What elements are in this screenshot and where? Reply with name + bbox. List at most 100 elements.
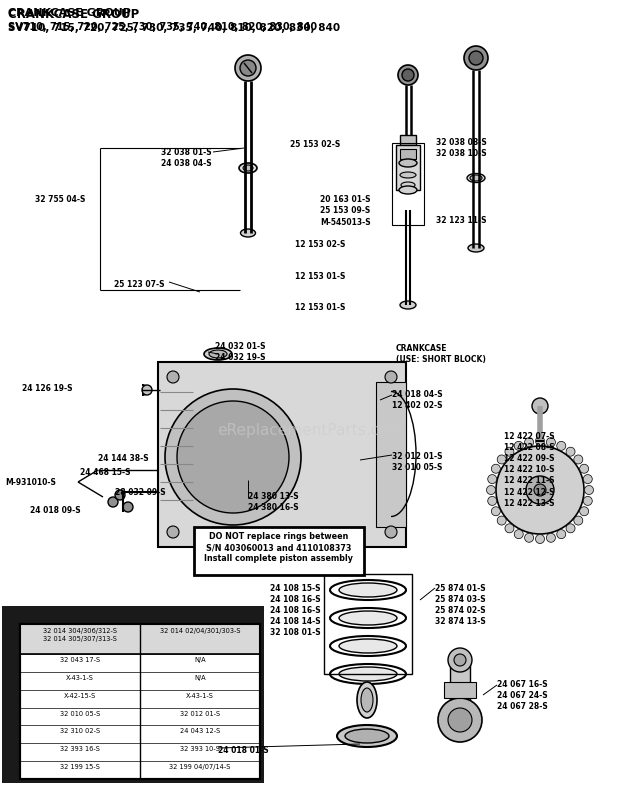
Text: N/A: N/A <box>194 657 206 663</box>
Text: N/A: N/A <box>194 675 206 681</box>
Text: DO NOT replace rings between
S/N 403060013 and 4110108373
Install complete pisto: DO NOT replace rings between S/N 4030600… <box>205 532 353 563</box>
Text: M-931010-S: M-931010-S <box>5 478 56 487</box>
Ellipse shape <box>401 182 415 188</box>
Circle shape <box>580 464 588 473</box>
Text: 24 380 13-S
24 380 16-S: 24 380 13-S 24 380 16-S <box>248 492 299 512</box>
Ellipse shape <box>339 639 397 653</box>
Text: 25 123 07-S: 25 123 07-S <box>115 280 165 289</box>
Circle shape <box>580 507 588 516</box>
Circle shape <box>492 507 500 516</box>
Text: X-43-1-S: X-43-1-S <box>186 693 214 698</box>
Text: 32 043 17-S: 32 043 17-S <box>60 657 100 663</box>
Circle shape <box>526 476 554 504</box>
Circle shape <box>574 455 583 464</box>
Ellipse shape <box>357 682 377 718</box>
Circle shape <box>496 446 584 534</box>
Text: M-545013-S: M-545013-S <box>320 218 371 227</box>
Bar <box>324 574 412 674</box>
Text: SV710, 715, 720, 725, 730, 735, 740, 810, 820, 830, 840: SV710, 715, 720, 725, 730, 735, 740, 810… <box>8 22 317 32</box>
Circle shape <box>488 475 497 484</box>
Text: CRANKCASE GROUP: CRANKCASE GROUP <box>8 8 140 21</box>
Circle shape <box>167 526 179 538</box>
Bar <box>450 660 470 720</box>
Ellipse shape <box>470 175 482 181</box>
Text: 24 126 19-S: 24 126 19-S <box>22 384 73 393</box>
Ellipse shape <box>330 636 406 656</box>
Ellipse shape <box>243 165 253 171</box>
Ellipse shape <box>241 229 255 237</box>
Circle shape <box>546 438 556 447</box>
Circle shape <box>402 69 414 81</box>
Bar <box>194 527 364 575</box>
Circle shape <box>566 524 575 533</box>
Circle shape <box>488 496 497 506</box>
Circle shape <box>525 438 534 447</box>
Circle shape <box>454 654 466 666</box>
Ellipse shape <box>361 688 373 712</box>
Circle shape <box>487 485 495 495</box>
Text: 32 393 10-S: 32 393 10-S <box>180 746 220 752</box>
Text: 24 144 38-S: 24 144 38-S <box>98 454 149 463</box>
Ellipse shape <box>399 186 417 194</box>
Text: 32 199 15-S: 32 199 15-S <box>60 764 100 770</box>
Ellipse shape <box>204 348 232 360</box>
Text: 32 199 04/07/14-S: 32 199 04/07/14-S <box>169 764 231 770</box>
Circle shape <box>514 529 523 539</box>
Circle shape <box>165 389 301 525</box>
Text: 24 018 04-S
12 402 02-S: 24 018 04-S 12 402 02-S <box>392 390 443 410</box>
Circle shape <box>240 60 256 76</box>
Ellipse shape <box>400 172 416 178</box>
Ellipse shape <box>400 301 416 309</box>
Bar <box>444 682 476 698</box>
Ellipse shape <box>337 725 397 747</box>
Text: 32 012 01-S: 32 012 01-S <box>180 711 220 716</box>
Text: X-43-1-S: X-43-1-S <box>66 675 94 681</box>
Circle shape <box>398 65 418 85</box>
Text: 12 153 02-S: 12 153 02-S <box>295 240 345 249</box>
Circle shape <box>583 475 592 484</box>
Text: 32 014 02/04/301/303-S: 32 014 02/04/301/303-S <box>160 628 241 634</box>
Text: 12 153 01-S: 12 153 01-S <box>295 303 345 312</box>
Text: 32 393 16-S: 32 393 16-S <box>60 746 100 752</box>
Ellipse shape <box>330 608 406 628</box>
Bar <box>376 382 406 527</box>
Circle shape <box>546 533 556 542</box>
Circle shape <box>469 51 483 65</box>
Bar <box>158 362 406 547</box>
Circle shape <box>115 490 125 500</box>
Circle shape <box>385 526 397 538</box>
Text: 32 755 04-S: 32 755 04-S <box>35 195 86 204</box>
Circle shape <box>235 55 261 81</box>
Text: 20 163 01-S
25 153 09-S: 20 163 01-S 25 153 09-S <box>320 195 371 215</box>
Text: 32 038 01-S
24 038 04-S: 32 038 01-S 24 038 04-S <box>161 148 212 168</box>
Bar <box>2 606 264 783</box>
Circle shape <box>566 447 575 456</box>
Text: 32 038 08-S
32 038 10-S: 32 038 08-S 32 038 10-S <box>436 138 487 158</box>
Circle shape <box>167 371 179 383</box>
Circle shape <box>557 441 566 451</box>
Text: 25 153 02-S: 25 153 02-S <box>290 140 340 149</box>
Circle shape <box>534 484 546 496</box>
Circle shape <box>464 46 488 70</box>
Circle shape <box>108 497 118 507</box>
Circle shape <box>574 516 583 525</box>
Circle shape <box>492 464 500 473</box>
Bar <box>400 149 416 159</box>
Text: 25 874 01-S
25 874 03-S
25 874 02-S
32 874 13-S: 25 874 01-S 25 874 03-S 25 874 02-S 32 8… <box>435 584 485 626</box>
Text: 32 014 304/306/312-S
32 014 305/307/313-S: 32 014 304/306/312-S 32 014 305/307/313-… <box>43 628 117 641</box>
Text: eReplacementParts.com: eReplacementParts.com <box>217 422 403 437</box>
Text: 32 123 11-S: 32 123 11-S <box>436 216 487 225</box>
Ellipse shape <box>399 159 417 167</box>
Circle shape <box>142 385 152 395</box>
Ellipse shape <box>330 664 406 684</box>
Bar <box>20 624 260 779</box>
Text: 24 018 01-S: 24 018 01-S <box>218 746 268 755</box>
Circle shape <box>557 529 566 539</box>
Text: SV710, 715, 720, 725, 730, 735, 740, 810, 820, 830, 840: SV710, 715, 720, 725, 730, 735, 740, 810… <box>8 23 340 33</box>
Ellipse shape <box>339 583 397 597</box>
Circle shape <box>497 516 506 525</box>
Bar <box>20 624 260 779</box>
Text: X-42-15-S: X-42-15-S <box>64 693 96 698</box>
Text: 24 108 15-S
24 108 16-S
24 108 16-S
24 108 14-S
32 108 01-S: 24 108 15-S 24 108 16-S 24 108 16-S 24 1… <box>270 584 321 638</box>
Circle shape <box>525 533 534 542</box>
